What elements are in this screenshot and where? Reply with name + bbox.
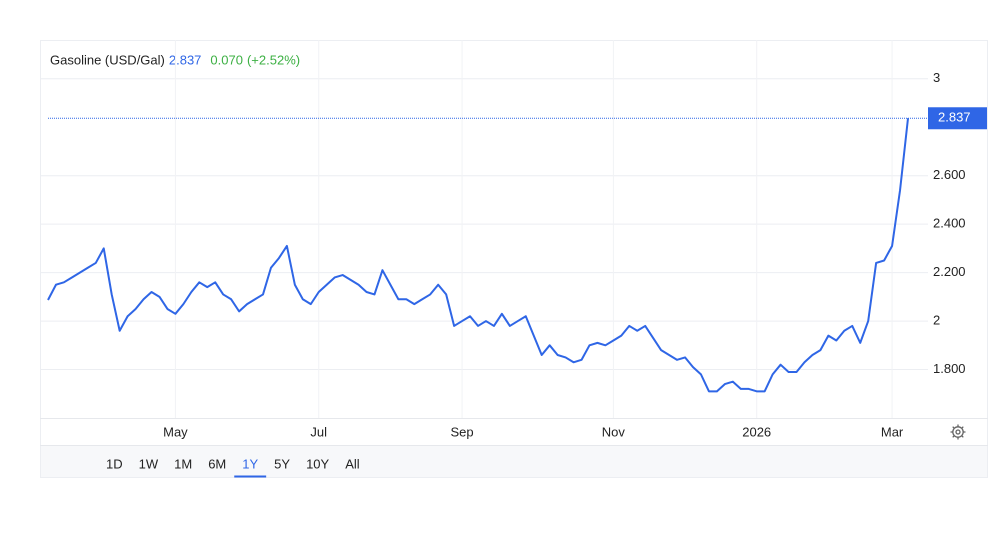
last-price-tag xyxy=(928,107,987,130)
y-tick-label: 3 xyxy=(933,70,940,85)
range-button[interactable]: All xyxy=(345,456,360,471)
x-tick-label: 2026 xyxy=(742,424,771,439)
range-button[interactable]: 1Y xyxy=(242,456,258,471)
price: 2.837 xyxy=(169,52,202,67)
x-tick-label: May xyxy=(163,424,188,439)
chart-title: Gasoline (USD/Gal) xyxy=(50,52,165,67)
change: 0.070 xyxy=(210,52,243,67)
x-tick-label: Jul xyxy=(310,424,327,439)
y-tick-label: 2.200 xyxy=(933,264,966,279)
y-tick-label: 2 xyxy=(933,313,940,328)
gear-inner xyxy=(955,429,961,435)
gear-teeth xyxy=(950,424,966,440)
last-price-label: 2.837 xyxy=(938,110,971,125)
range-button[interactable]: 1D xyxy=(106,456,123,471)
x-tick-label: Nov xyxy=(602,424,626,439)
x-tick-label: Sep xyxy=(451,424,474,439)
range-button[interactable]: 6M xyxy=(208,456,226,471)
x-tick-label: Mar xyxy=(881,424,904,439)
range-bar xyxy=(41,446,987,477)
chart-frame xyxy=(40,40,988,478)
range-button[interactable]: 5Y xyxy=(274,456,290,471)
change-percent: (+2.52%) xyxy=(247,52,300,67)
settings-icon[interactable] xyxy=(950,424,966,440)
range-button[interactable]: 1W xyxy=(139,456,159,471)
range-button[interactable]: 1M xyxy=(174,456,192,471)
y-tick-label: 1.800 xyxy=(933,361,966,376)
y-tick-label: 2.600 xyxy=(933,167,966,182)
y-tick-label: 2.400 xyxy=(933,216,966,231)
price-line xyxy=(47,118,909,393)
range-button[interactable]: 10Y xyxy=(306,456,329,471)
